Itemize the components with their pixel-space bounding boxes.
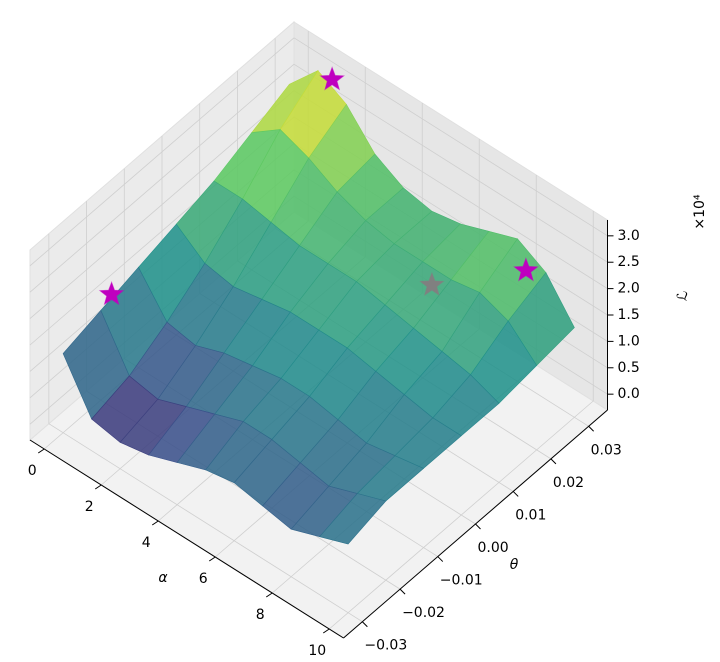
z-tick-label: 3.0 — [618, 228, 640, 244]
tick-mark — [322, 628, 330, 634]
grid-line — [29, 90, 295, 319]
grid-line — [293, 63, 608, 263]
axis-line — [343, 409, 608, 639]
y-tick-label: −0.01 — [440, 573, 483, 589]
x-tick-label: 8 — [256, 607, 265, 623]
y-axis-label: θ — [510, 557, 519, 573]
star-marker — [98, 280, 125, 306]
z-tick-label: 2.5 — [618, 254, 640, 270]
axis-line — [29, 439, 344, 639]
grid-line — [293, 37, 608, 237]
x-tick-label: 2 — [85, 499, 94, 515]
grid-line — [29, 37, 295, 267]
x-tick-label: 10 — [308, 643, 326, 659]
tick-mark — [208, 556, 216, 562]
ticks: 0 2 4 6 8 10 −0.03 −0.02 −0.01 0.00 0.01 0.02 0.03 0.… — [28, 220, 640, 659]
z-tick-label: 2.0 — [618, 281, 640, 297]
tick-mark — [512, 491, 519, 497]
surface — [62, 69, 575, 545]
tick-mark — [362, 621, 368, 628]
tick-mark — [437, 556, 444, 562]
tick-mark — [37, 448, 45, 454]
x-tick-label: 4 — [142, 535, 151, 551]
z-tick-label: 1.0 — [618, 333, 640, 349]
y-tick-label: 0.00 — [478, 540, 509, 556]
z-axis-label: ℒ — [675, 291, 691, 301]
x-tick-label: 6 — [199, 571, 208, 587]
tick-mark — [588, 425, 594, 432]
star-marker — [419, 271, 445, 296]
tick-mark — [94, 484, 102, 490]
z-tick-label: 0.5 — [618, 360, 640, 376]
tick-mark — [399, 588, 406, 595]
star-marker — [319, 66, 345, 91]
surface-patch — [319, 493, 387, 545]
y-tick-label: −0.03 — [364, 638, 407, 654]
markers — [98, 66, 539, 306]
z-tick-label: 0.0 — [618, 386, 640, 402]
tick-mark — [151, 520, 159, 526]
y-tick-label: 0.01 — [515, 507, 546, 523]
z-offset-label: ×10⁴ — [692, 194, 708, 230]
grid-line — [29, 63, 295, 293]
star-marker — [513, 257, 539, 282]
tick-mark — [265, 592, 273, 598]
tick-mark — [550, 458, 557, 465]
x-axis-label: α — [158, 570, 168, 586]
y-tick-label: −0.02 — [402, 605, 445, 621]
y-tick-label: 0.02 — [553, 475, 584, 491]
tick-mark — [475, 523, 481, 530]
z-tick-label: 1.5 — [618, 307, 640, 323]
x-tick-label: 0 — [28, 463, 37, 479]
grid-line — [48, 423, 363, 623]
y-tick-label: 0.03 — [591, 442, 622, 458]
